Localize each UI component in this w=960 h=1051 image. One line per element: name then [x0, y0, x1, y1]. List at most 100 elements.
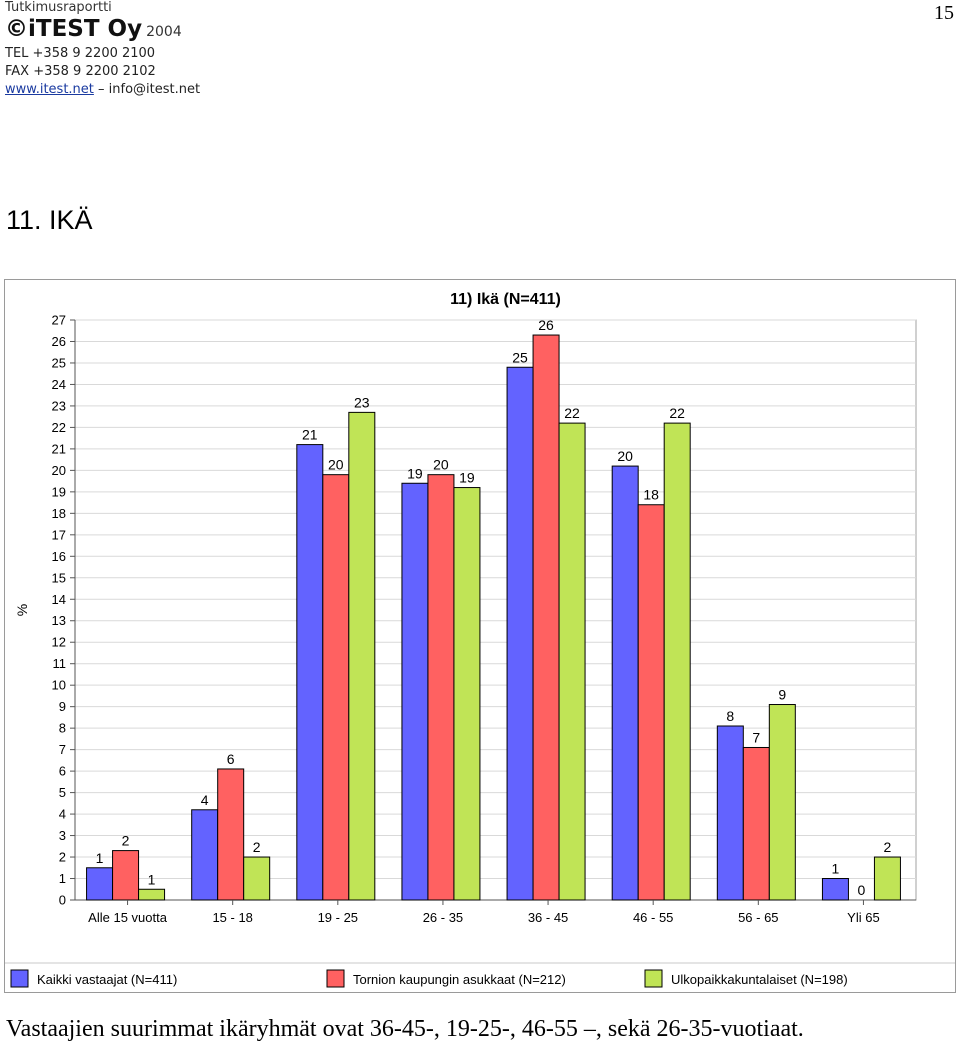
chart-frame: 0 1 2 3 4 5 6 7 8 9 10 11 12 13 14 15 16 17 18 19 20 21 22 23 24… — [4, 279, 956, 993]
y-tick-label: 22 — [52, 420, 66, 435]
phone-number: TEL +358 9 2200 2100 — [5, 46, 156, 61]
legend-label: Tornion kaupungin asukkaat (N=212) — [353, 972, 566, 987]
bar-3 — [453, 487, 481, 901]
bar-1 — [296, 444, 324, 901]
bar-chart: 0123456789101112131415161718192021222324… — [5, 291, 955, 988]
chart-caption: Vastaajien suurimmat ikäryhmät ovat 36-4… — [6, 1016, 804, 1042]
data-label: 0 — [858, 882, 866, 898]
data-label: 7 — [752, 729, 760, 745]
bar-3 — [558, 422, 586, 901]
y-tick-label: 0 — [59, 893, 66, 908]
y-tick-label: 2 — [59, 850, 66, 865]
bar-3 — [243, 856, 271, 901]
data-label: 19 — [459, 470, 475, 486]
bar-2 — [427, 474, 455, 901]
data-label: 1 — [832, 861, 840, 877]
x-tick-label: 19 - 25 — [318, 910, 358, 925]
data-label: 18 — [643, 487, 659, 503]
y-tick-label: 4 — [59, 807, 66, 822]
brand-name: ©iTEST Oy 2004 — [5, 16, 200, 45]
data-label: 8 — [726, 708, 734, 724]
x-tick-label: Yli 65 — [847, 910, 880, 925]
bar-3 — [768, 704, 796, 901]
x-tick-label: 15 - 18 — [212, 910, 252, 925]
y-tick-label: 1 — [59, 871, 66, 886]
bar-1 — [821, 878, 849, 901]
y-tick-label: 16 — [52, 549, 66, 564]
y-tick-label: 6 — [59, 764, 66, 779]
bar-1 — [506, 366, 534, 901]
data-label: 23 — [354, 394, 370, 410]
bar-3 — [663, 422, 691, 901]
data-label: 4 — [201, 792, 209, 808]
legend-swatch-1 — [10, 969, 29, 988]
data-label: 2 — [122, 833, 130, 849]
email-address: info@itest.net — [108, 82, 201, 97]
data-label: 26 — [538, 317, 554, 333]
y-tick-label: 3 — [59, 828, 66, 843]
y-tick-label: 7 — [59, 742, 66, 757]
y-tick-label: 12 — [52, 635, 66, 650]
y-tick-label: 21 — [52, 441, 66, 456]
bar-2 — [637, 504, 665, 901]
y-tick-label: 5 — [59, 785, 66, 800]
data-label: 9 — [778, 687, 786, 703]
y-tick-label: 18 — [52, 506, 66, 521]
page-number: 15 — [934, 2, 954, 24]
website-link[interactable]: www.itest.net — [5, 82, 94, 97]
y-tick-label: 17 — [52, 527, 66, 542]
brand-year: 2004 — [146, 24, 182, 40]
x-tick-label: 46 - 55 — [633, 910, 673, 925]
data-label: 20 — [328, 457, 344, 473]
legend-swatch-2 — [326, 969, 345, 988]
contact-separator: – — [98, 82, 105, 97]
y-tick-label: 14 — [52, 592, 66, 607]
report-header: Tutkimusraportti ©iTEST Oy 2004 TEL +358 … — [5, 0, 200, 99]
bar-2 — [112, 850, 140, 901]
x-tick-label: 26 - 35 — [423, 910, 463, 925]
bar-1 — [86, 867, 114, 901]
data-label: 19 — [407, 465, 423, 481]
contact-line: www.itest.net – info@itest.net — [5, 81, 200, 99]
bar-3 — [138, 888, 166, 901]
data-label: 1 — [148, 871, 156, 887]
data-label: 22 — [564, 405, 580, 421]
bar-1 — [611, 465, 639, 901]
y-tick-label: 10 — [52, 678, 66, 693]
bar-3 — [348, 411, 376, 901]
y-tick-label: 26 — [52, 334, 66, 349]
bar-1 — [401, 482, 429, 901]
report-label: Tutkimusraportti — [5, 0, 112, 15]
fax-number: FAX +358 9 2200 2102 — [5, 64, 156, 79]
y-tick-label: 15 — [52, 570, 66, 585]
bar-2 — [322, 474, 350, 901]
bar-3 — [873, 856, 901, 901]
bar-2 — [217, 768, 245, 901]
section-title: 11. IKÄ — [6, 205, 93, 235]
data-label: 6 — [227, 751, 235, 767]
y-tick-label: 9 — [59, 699, 66, 714]
y-tick-label: 27 — [52, 313, 66, 328]
y-tick-label: 11 — [53, 656, 67, 671]
brand-text: ©iTEST Oy — [5, 16, 143, 42]
data-label: 2 — [253, 839, 261, 855]
legend-label: Kaikki vastaajat (N=411) — [37, 972, 177, 987]
x-tick-label: 56 - 65 — [738, 910, 778, 925]
legend-swatch-3 — [644, 969, 663, 988]
x-tick-label: Alle 15 vuotta — [88, 910, 168, 925]
y-axis-label: % — [14, 604, 30, 616]
y-tick-label: 20 — [52, 463, 66, 478]
legend-label: Ulkopaikkakuntalaiset (N=198) — [671, 972, 848, 987]
data-label: 1 — [96, 850, 104, 866]
y-tick-label: 24 — [52, 377, 66, 392]
x-tick-label: 36 - 45 — [528, 910, 568, 925]
y-tick-label: 25 — [52, 355, 66, 370]
data-label: 25 — [512, 349, 528, 365]
y-tick-label: 19 — [52, 484, 66, 499]
data-label: 20 — [433, 457, 449, 473]
data-label: 2 — [884, 839, 892, 855]
y-tick-label: 8 — [59, 721, 66, 736]
y-tick-label: 13 — [52, 613, 66, 628]
y-tick-label: 23 — [52, 398, 66, 413]
bar-2 — [532, 334, 560, 901]
